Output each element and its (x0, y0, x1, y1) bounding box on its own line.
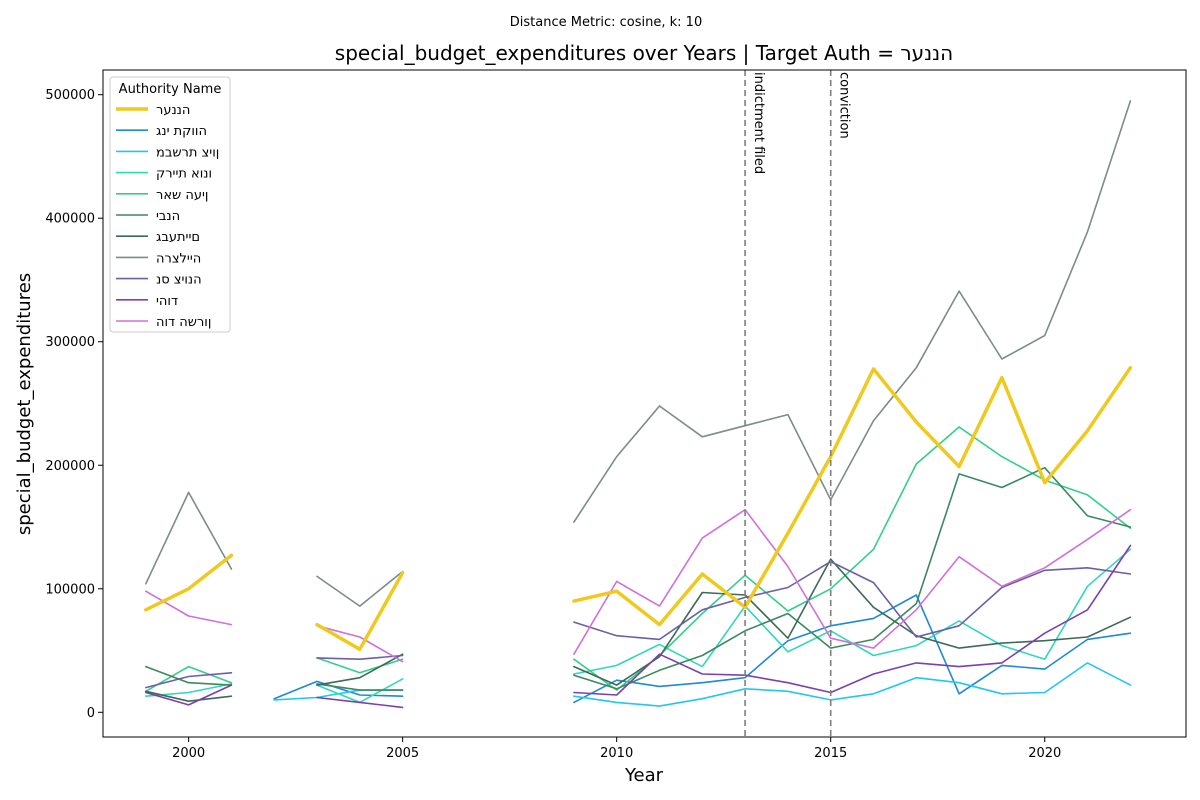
series-line (316, 654, 404, 661)
annotation-label: indictment filed (751, 72, 766, 174)
series-line (315, 570, 405, 652)
series-line (573, 560, 1132, 641)
series-line (316, 696, 404, 709)
legend-items: הננער הווקת ינג ןויצ תרשבמ ונוא תיירק ןיעה ש… (116, 103, 219, 330)
series-line (316, 624, 404, 663)
series-line (573, 558, 1132, 686)
y-axis-label: special_budget_expenditures (14, 273, 35, 535)
legend-entry: דוהי (156, 294, 178, 309)
series-line (573, 662, 1132, 707)
plot-frame (102, 69, 1187, 738)
x-axis-label: Year (624, 765, 664, 786)
x-tick-label: 2010 (600, 746, 633, 761)
series-line (144, 553, 234, 612)
series-line (145, 690, 233, 703)
series-line (573, 544, 1132, 696)
series-line (145, 665, 233, 693)
legend-entry: הננער (156, 103, 190, 118)
legend-entry: הנויצ סנ (156, 273, 202, 288)
series-line (572, 365, 1133, 627)
x-axis: 2000 2005 2010 2015 2020 (172, 737, 1061, 761)
legend-entry: הנבי (156, 209, 180, 224)
legend-entry: ןורשה דוה (156, 315, 211, 330)
series-line (145, 671, 233, 689)
series-line (316, 657, 404, 674)
series-line (573, 100, 1132, 523)
y-tick-label: 0 (87, 706, 95, 721)
series-line (145, 684, 233, 706)
x-tick-label: 2020 (1028, 746, 1061, 761)
x-tick-label: 2000 (172, 746, 205, 761)
y-axis: 0 100000 200000 300000 400000 500000 (45, 88, 103, 721)
series-line (316, 653, 404, 686)
series-line (145, 491, 233, 585)
legend-title: Authority Name (119, 82, 222, 97)
legend-entry: ונוא תיירק (156, 167, 212, 182)
series-line (573, 508, 1132, 656)
annotation-label: conviction (837, 72, 852, 139)
x-tick-label: 2015 (814, 746, 847, 761)
y-tick-label: 100000 (45, 582, 95, 597)
series-line (316, 683, 404, 691)
chart-suptitle: Distance Metric: cosine, k: 10 (510, 15, 702, 30)
x-tick-label: 2005 (386, 746, 419, 761)
chart-title: special_budget_expenditures over Years |… (335, 41, 953, 65)
annotation-layer: indictment filed conviction (744, 70, 852, 737)
series-line (145, 665, 233, 686)
legend: Authority Name הננער הווקת ינג ןויצ תרשבמ ו… (109, 76, 231, 333)
series-layer (144, 100, 1133, 709)
series-line (273, 680, 404, 700)
legend-entry: םייתעבג (156, 230, 200, 245)
series-line (573, 426, 1132, 691)
legend-entry: הווקת ינג (156, 124, 207, 139)
legend-entry: היילצרה (156, 251, 201, 266)
legend-entry: ןויצ תרשבמ (156, 145, 219, 160)
series-line (316, 570, 404, 607)
y-tick-label: 200000 (45, 459, 95, 474)
y-tick-label: 500000 (45, 88, 95, 103)
series-line (573, 594, 1132, 704)
legend-entry: ןיעה שאר (156, 188, 208, 203)
y-tick-label: 400000 (45, 212, 95, 227)
legend-box (109, 76, 231, 333)
series-line (145, 590, 233, 626)
y-tick-label: 300000 (45, 335, 95, 350)
